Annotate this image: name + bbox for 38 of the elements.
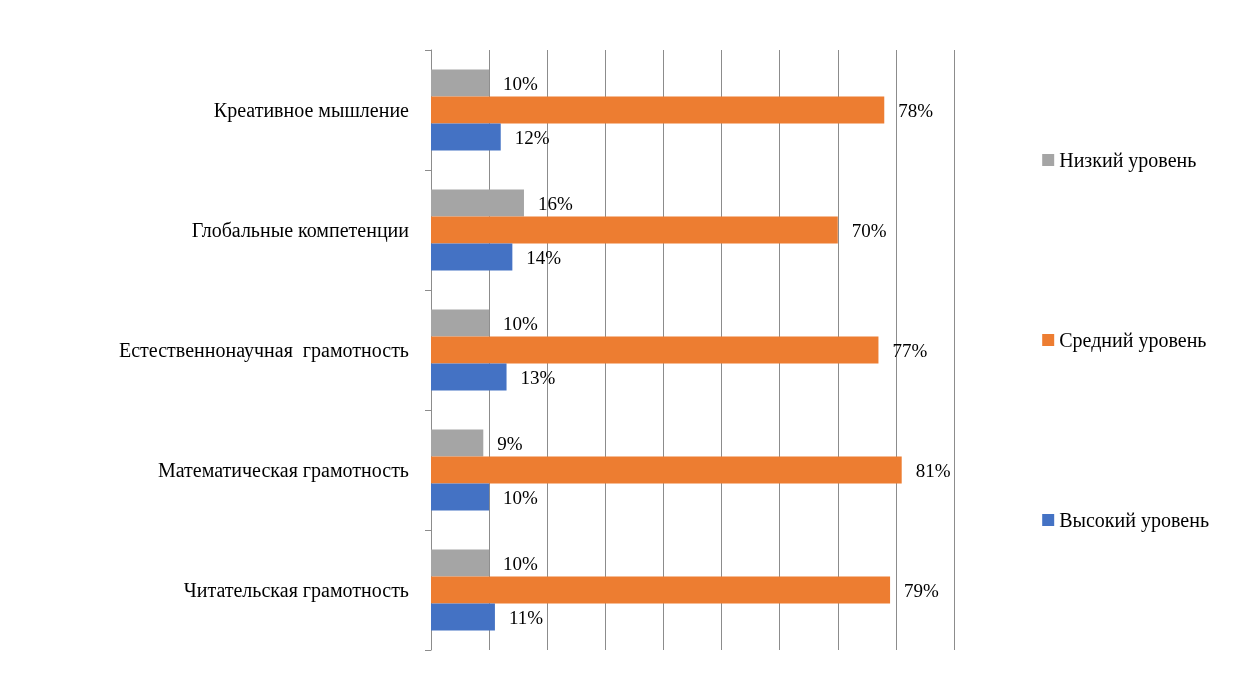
legend-label: Средний уровень xyxy=(1059,329,1207,352)
data-label: 81% xyxy=(915,459,951,481)
bar xyxy=(431,429,484,457)
data-label: 79% xyxy=(904,579,940,601)
bar xyxy=(431,309,490,337)
data-label: 77% xyxy=(892,339,928,361)
y-tick-label: Читательская грамотность xyxy=(183,579,409,602)
data-label: 12% xyxy=(514,126,550,148)
bar xyxy=(431,216,838,244)
bar xyxy=(431,123,501,151)
y-tick-label: Глобальные компетенции xyxy=(191,219,410,242)
bar xyxy=(431,483,490,511)
legend-label: Высокий уровень xyxy=(1059,509,1210,532)
bar xyxy=(431,96,885,124)
bar xyxy=(431,363,507,391)
data-label: 10% xyxy=(503,552,539,574)
data-label: 78% xyxy=(898,99,934,121)
legend-label: Низкий уровень xyxy=(1059,149,1197,172)
bar xyxy=(431,243,513,271)
y-tick-label: Креативное мышление xyxy=(213,99,410,122)
y-tick-label: Естественнонаучная грамотность xyxy=(119,339,409,362)
data-label: 11% xyxy=(508,606,544,628)
data-label: 70% xyxy=(851,219,887,241)
data-label: 10% xyxy=(503,486,539,508)
bar xyxy=(431,336,879,364)
data-label: 16% xyxy=(537,192,573,214)
bar xyxy=(431,576,891,604)
data-label: 10% xyxy=(503,72,539,94)
data-label: 10% xyxy=(503,312,539,334)
bar xyxy=(431,189,524,217)
data-label: 14% xyxy=(526,246,562,268)
data-label: 13% xyxy=(520,366,556,388)
y-tick-label: Математическая грамотность xyxy=(157,459,409,482)
data-label: 9% xyxy=(497,432,523,454)
bar xyxy=(431,456,902,484)
bar xyxy=(431,69,490,97)
bar xyxy=(431,603,495,631)
bar xyxy=(431,549,490,577)
